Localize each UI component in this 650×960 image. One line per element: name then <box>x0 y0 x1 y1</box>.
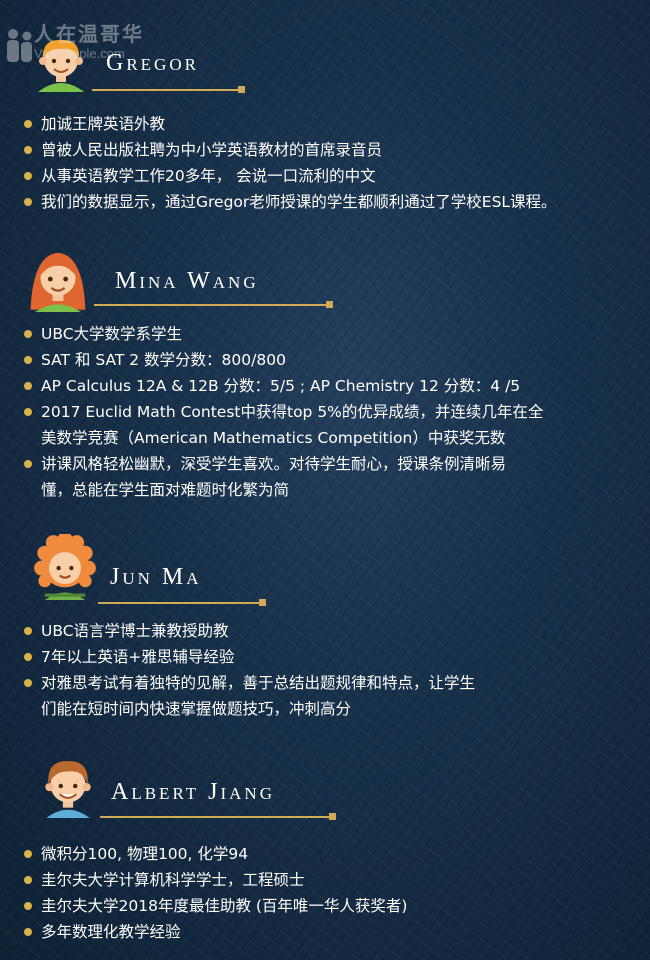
item-text: 2017 Euclid Math Contest中获得top 5%的优异成绩，并… <box>41 403 544 447</box>
credential-list: UBC语言学博士兼教授助教 7年以上英语+雅思辅导经验 对雅思考试有着独特的见解… <box>24 618 634 722</box>
teacher-section-mina-wang: Mina Wang UBC大学数学系学生 SAT 和 SAT 2 数学分数：80… <box>0 244 650 499</box>
name-underline <box>94 304 330 306</box>
credential-list: UBC大学数学系学生 SAT 和 SAT 2 数学分数：800/800 AP C… <box>24 321 634 503</box>
bullet-icon <box>24 627 32 635</box>
name-underline-end <box>259 599 266 606</box>
name-underline <box>100 816 332 818</box>
teacher-section-gregor: Gregor 加诚王牌英语外教 曾被人民出版社聘为中小学英语教材的首席录音员 从… <box>0 28 650 211</box>
teacher-name: Mina Wang <box>115 268 259 294</box>
name-underline <box>92 89 240 91</box>
bullet-icon <box>24 653 32 661</box>
list-item: SAT 和 SAT 2 数学分数：800/800 <box>24 347 634 373</box>
item-text: 微积分100, 物理100, 化学94 <box>41 845 249 863</box>
item-text: SAT 和 SAT 2 数学分数：800/800 <box>41 351 286 369</box>
item-text: 圭尔夫大学计算机科学学士，工程硕士 <box>41 871 305 889</box>
teacher-avatar-curly-hair-icon <box>34 534 96 600</box>
list-item: 曾被人民出版社聘为中小学英语教材的首席录音员 <box>24 137 634 163</box>
list-item: 7年以上英语+雅思辅导经验 <box>24 644 634 670</box>
item-text: 曾被人民出版社聘为中小学英语教材的首席录音员 <box>41 141 383 159</box>
list-item: 我们的数据显示，通过Gregor老师授课的学生都顺利通过了学校ESL课程。 <box>24 189 634 215</box>
item-text: UBC大学数学系学生 <box>41 325 183 343</box>
bullet-icon <box>24 356 32 364</box>
list-item: 多年数理化教学经验 <box>24 919 634 945</box>
item-text: AP Calculus 12A & 12B 分数：5/5 ; AP Chemis… <box>41 377 521 395</box>
watermark-chinese: 人在温哥华 <box>34 22 144 46</box>
list-item: 圭尔夫大学计算机科学学士，工程硕士 <box>24 867 634 893</box>
teacher-avatar-girl-icon <box>30 252 86 312</box>
bullet-icon <box>24 876 32 884</box>
teacher-name: Albert Jiang <box>111 779 275 805</box>
name-underline-end <box>326 301 333 308</box>
credential-list: 加诚王牌英语外教 曾被人民出版社聘为中小学英语教材的首席录音员 从事英语教学工作… <box>24 111 634 215</box>
bullet-icon <box>24 330 32 338</box>
item-text: 从事英语教学工作20多年， 会说一口流利的中文 <box>41 167 376 185</box>
bullet-icon <box>24 850 32 858</box>
teacher-avatar-boy-icon <box>38 39 84 92</box>
bullet-icon <box>24 382 32 390</box>
bullet-icon <box>24 460 32 468</box>
item-text: UBC语言学博士兼教授助教 <box>41 622 229 640</box>
name-underline-end <box>329 813 336 820</box>
list-item: 2017 Euclid Math Contest中获得top 5%的优异成绩，并… <box>24 399 634 451</box>
teacher-name: Jun Ma <box>110 564 202 590</box>
name-underline-end <box>238 86 245 93</box>
list-item: 加诚王牌英语外教 <box>24 111 634 137</box>
list-item: 对雅思考试有着独特的见解，善于总结出题规律和特点，让学生 们能在短时间内快速掌握… <box>24 670 634 722</box>
item-text: 对雅思考试有着独特的见解，善于总结出题规律和特点，让学生 们能在短时间内快速掌握… <box>41 674 476 718</box>
list-item: 从事英语教学工作20多年， 会说一口流利的中文 <box>24 163 634 189</box>
item-text: 讲课风格轻松幽默，深受学生喜欢。对待学生耐心，授课条例清晰易 懂，总能在学生面对… <box>41 455 507 499</box>
bullet-icon <box>24 902 32 910</box>
credential-list: 微积分100, 物理100, 化学94 圭尔夫大学计算机科学学士，工程硕士 圭尔… <box>24 841 634 945</box>
item-text: 多年数理化教学经验 <box>41 923 181 941</box>
bullet-icon <box>24 172 32 180</box>
item-text: 加诚王牌英语外教 <box>41 115 166 133</box>
name-underline <box>98 602 262 604</box>
list-item: UBC大学数学系学生 <box>24 321 634 347</box>
teacher-section-albert-jiang: Albert Jiang 微积分100, 物理100, 化学94 圭尔夫大学计算… <box>0 752 650 941</box>
bullet-icon <box>24 679 32 687</box>
watermark: 人在温哥华 VanPeople.com <box>4 8 179 64</box>
list-item: UBC语言学博士兼教授助教 <box>24 618 634 644</box>
teacher-name: Gregor <box>106 50 199 76</box>
bullet-icon <box>24 120 32 128</box>
people-logo-icon <box>7 29 32 62</box>
list-item: AP Calculus 12A & 12B 分数：5/5 ; AP Chemis… <box>24 373 634 399</box>
watermark-english: VanPeople.com <box>34 46 125 61</box>
item-text: 圭尔夫大学2018年度最佳助教 (百年唯一华人获奖者) <box>41 897 408 915</box>
list-item: 讲课风格轻松幽默，深受学生喜欢。对待学生耐心，授课条例清晰易 懂，总能在学生面对… <box>24 451 634 503</box>
item-text: 我们的数据显示，通过Gregor老师授课的学生都顺利通过了学校ESL课程。 <box>41 193 557 211</box>
teacher-section-jun-ma: Jun Ma UBC语言学博士兼教授助教 7年以上英语+雅思辅导经验 对雅思考试… <box>0 534 650 718</box>
bullet-icon <box>24 408 32 416</box>
list-item: 微积分100, 物理100, 化学94 <box>24 841 634 867</box>
teacher-avatar-boy-brown-hair-icon <box>45 761 91 818</box>
bullet-icon <box>24 928 32 936</box>
list-item: 圭尔夫大学2018年度最佳助教 (百年唯一华人获奖者) <box>24 893 634 919</box>
bullet-icon <box>24 198 32 206</box>
item-text: 7年以上英语+雅思辅导经验 <box>41 648 235 666</box>
bullet-icon <box>24 146 32 154</box>
